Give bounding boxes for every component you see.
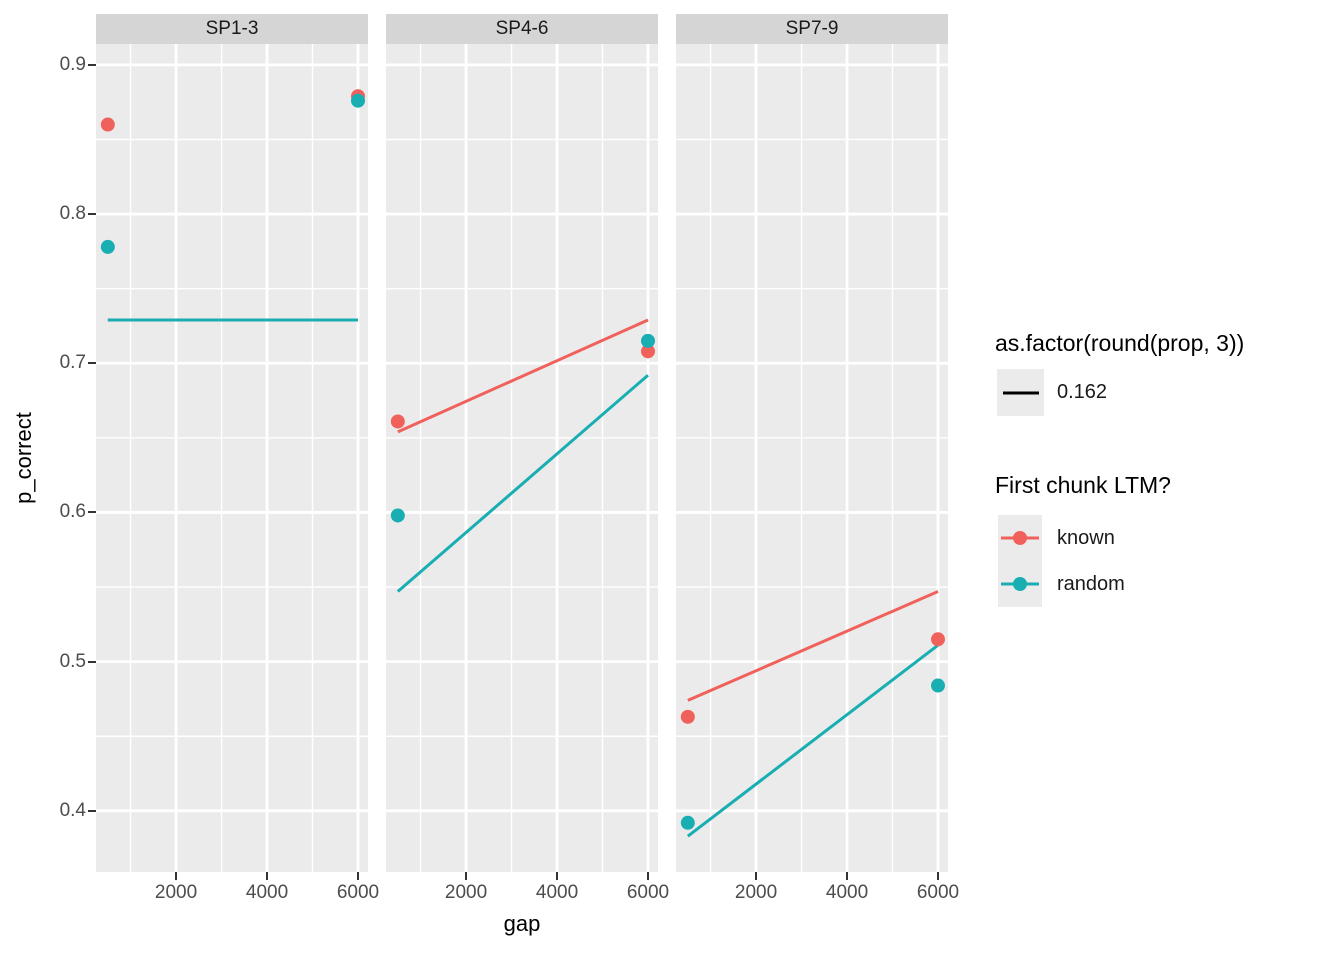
y-tick-mark (88, 809, 96, 812)
x-tick-label: 6000 (916, 882, 960, 903)
x-tick-label: 6000 (626, 882, 670, 903)
panel-background (96, 44, 368, 872)
facet-strip-label: SP4-6 (495, 18, 549, 39)
black-line-swatch-icon (1002, 391, 1039, 394)
data-point-random (100, 239, 115, 254)
x-tick-mark (465, 872, 468, 880)
panel-background (676, 44, 948, 872)
legend-prop-key (997, 369, 1044, 416)
data-point-random (640, 333, 655, 348)
y-tick-mark (88, 63, 96, 66)
y-tick-label: 0.5 (59, 650, 86, 672)
x-tick-label: 6000 (336, 882, 380, 903)
facet-strip: SP4-6 (386, 14, 658, 44)
x-tick-label: 2000 (154, 882, 198, 903)
y-tick-label: 0.9 (59, 53, 86, 75)
x-axis-title: gap (503, 911, 541, 936)
y-axis-title: p_correct (11, 412, 36, 504)
facet-strip: SP7-9 (676, 14, 948, 44)
x-tick-label: 2000 (444, 882, 488, 903)
y-tick-mark (88, 660, 96, 663)
data-point-random (390, 508, 405, 523)
x-tick-label: 4000 (245, 882, 289, 903)
x-tick-mark (175, 872, 178, 880)
legend-prop-title: as.factor(round(prop, 3)) (995, 330, 1245, 356)
data-point-random (350, 93, 365, 108)
y-tick-label: 0.7 (59, 352, 86, 374)
data-point-known (640, 344, 655, 359)
legend-ltm-key-known (998, 515, 1042, 561)
x-tick-label: 4000 (535, 882, 579, 903)
y-tick-label: 0.4 (59, 799, 86, 821)
data-point-known (390, 414, 405, 429)
facet-strip-label: SP1-3 (205, 18, 259, 39)
data-point-known (680, 709, 695, 724)
y-tick-mark (88, 511, 96, 514)
x-tick-mark (356, 872, 359, 880)
data-point-known (930, 632, 945, 647)
legend-ltm-title: First chunk LTM? (995, 472, 1171, 498)
facet-panel (386, 44, 658, 872)
trend-line-known (687, 590, 939, 702)
facet-panel (96, 44, 368, 872)
legend-prop-entry-label: 0.162 (1057, 381, 1108, 403)
data-point-known (100, 117, 115, 132)
x-tick-label: 4000 (825, 882, 869, 903)
known-point-swatch-icon (1013, 531, 1027, 545)
x-tick-mark (755, 872, 758, 880)
x-tick-mark (266, 872, 269, 880)
x-tick-mark (646, 872, 649, 880)
trend-line-random (396, 374, 649, 593)
facet-strip-label: SP7-9 (785, 18, 839, 39)
trend-line-random (686, 644, 939, 838)
data-point-random (930, 678, 945, 693)
y-tick-mark (88, 362, 96, 365)
x-tick-mark (936, 872, 939, 880)
x-tick-mark (556, 872, 559, 880)
data-point-random (680, 815, 695, 830)
legend-ltm-entry-label-random: random (1057, 573, 1125, 595)
facet-panel (676, 44, 948, 872)
facet-strip: SP1-3 (96, 14, 368, 44)
trend-line-known (397, 318, 649, 434)
y-tick-label: 0.6 (59, 501, 86, 523)
random-point-swatch-icon (1013, 577, 1027, 591)
panel-background (386, 44, 658, 872)
x-tick-mark (846, 872, 849, 880)
y-tick-mark (88, 213, 96, 216)
y-tick-label: 0.8 (59, 203, 86, 225)
x-tick-label: 2000 (734, 882, 778, 903)
legend-ltm-entry-label-known: known (1057, 527, 1115, 549)
legend-ltm-key-random (998, 561, 1042, 607)
